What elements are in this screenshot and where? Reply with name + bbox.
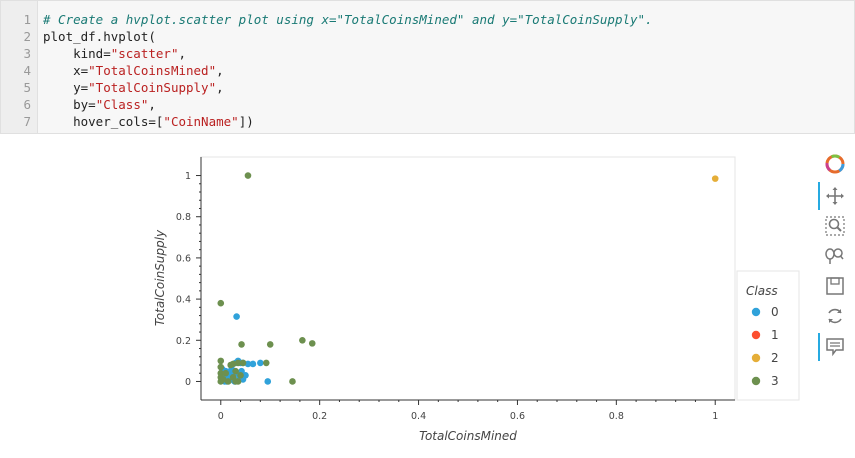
legend-label-class-3: 3	[771, 374, 779, 388]
y-tick-label: 1	[185, 171, 191, 182]
hover-icon[interactable]	[822, 334, 848, 358]
plot-area[interactable]	[200, 156, 736, 401]
y-axis: 0 0.2 0.4 0.6 0.8 1	[176, 157, 202, 400]
active-tool-indicator-pan	[818, 182, 820, 210]
box-zoom-icon[interactable]	[822, 214, 848, 238]
active-tool-indicator-hover	[818, 333, 820, 361]
x-tick-label: 0.2	[312, 411, 327, 422]
data-point-class-3	[217, 357, 225, 365]
bokeh-logo-icon[interactable]	[822, 152, 848, 176]
code-text: x="TotalCoinsMined",	[43, 63, 224, 78]
data-point-class-0	[249, 360, 257, 368]
y-tick-label: 0.8	[176, 212, 191, 223]
legend-marker-class-2	[751, 353, 761, 363]
code-text: y="TotalCoinSupply",	[43, 80, 224, 95]
code-text: # Create a hvplot.scatter plot using x="…	[43, 12, 653, 27]
code-text: kind="scatter",	[43, 46, 186, 61]
data-point-class-3	[237, 371, 244, 379]
y-tick-label: 0.6	[176, 253, 191, 264]
line-number-gutter	[1, 1, 38, 133]
line-number: 1	[23, 12, 31, 27]
data-point-class-3	[289, 378, 296, 385]
save-icon[interactable]	[822, 274, 848, 298]
line-number: 7	[23, 114, 31, 129]
x-axis-title: TotalCoinsMined	[419, 429, 517, 443]
x-tick-label: 1	[712, 411, 718, 422]
x-tick-label: 0.6	[510, 411, 525, 422]
code-text: plot_df.hvplot(	[43, 29, 156, 44]
data-points	[217, 172, 719, 385]
x-axis: 0 0.2 0.4 0.6 0.8 1	[201, 399, 735, 422]
legend-title: Class	[746, 284, 778, 298]
data-point-class-3	[222, 369, 230, 377]
line-number: 3	[23, 46, 31, 61]
data-point-class-0	[244, 360, 252, 368]
data-point-class-3	[217, 363, 225, 371]
data-point-class-3	[234, 359, 242, 367]
y-axis-title: TotalCoinSupply	[153, 229, 167, 326]
data-point-class-3	[232, 378, 239, 385]
code-text: by="Class",	[43, 97, 156, 112]
plot-toolbar	[818, 150, 852, 370]
data-point-class-3	[217, 299, 225, 307]
legend-box	[736, 270, 800, 401]
data-point-class-0	[257, 359, 264, 367]
data-point-class-3	[299, 336, 306, 344]
data-point-class-3	[244, 172, 252, 179]
data-point-class-2	[711, 175, 719, 182]
wheel-zoom-icon[interactable]	[822, 244, 848, 268]
x-tick-label: 0.8	[609, 411, 624, 422]
line-number: 6	[23, 97, 31, 112]
data-point-class-3	[232, 367, 239, 375]
legend-marker-class-0	[751, 307, 761, 317]
data-point-class-3	[238, 341, 245, 348]
legend-label-class-2: 2	[771, 351, 779, 365]
data-point-class-3	[229, 360, 237, 368]
data-point-class-3	[224, 378, 232, 385]
legend-marker-class-3	[751, 376, 761, 386]
code-cell[interactable]: 1 # Create a hvplot.scatter plot using x=…	[0, 0, 855, 134]
data-point-class-0	[264, 378, 272, 385]
data-point-class-3	[308, 340, 316, 347]
legend-label-class-1: 1	[771, 328, 779, 342]
x-tick-label: 0.4	[411, 411, 426, 422]
line-number: 5	[23, 80, 31, 95]
data-point-class-0	[233, 313, 240, 320]
data-point-class-3	[266, 341, 274, 348]
x-tick-label: 0	[218, 411, 224, 422]
legend: 0 1 2 3	[751, 305, 779, 388]
line-number: 4	[23, 63, 31, 78]
legend-label-class-0: 0	[771, 305, 779, 319]
reset-icon[interactable]	[822, 304, 848, 328]
y-tick-label: 0.4	[176, 295, 191, 306]
y-tick-label: 0	[185, 377, 191, 388]
legend-marker-class-1	[751, 330, 761, 340]
y-tick-label: 0.2	[176, 336, 191, 347]
data-point-class-3	[219, 376, 227, 383]
pan-icon[interactable]	[822, 184, 848, 208]
code-text: hover_cols=["CoinName"])	[43, 114, 254, 129]
line-number: 2	[23, 29, 31, 44]
data-point-class-3	[239, 359, 247, 367]
data-point-class-3	[262, 359, 270, 367]
